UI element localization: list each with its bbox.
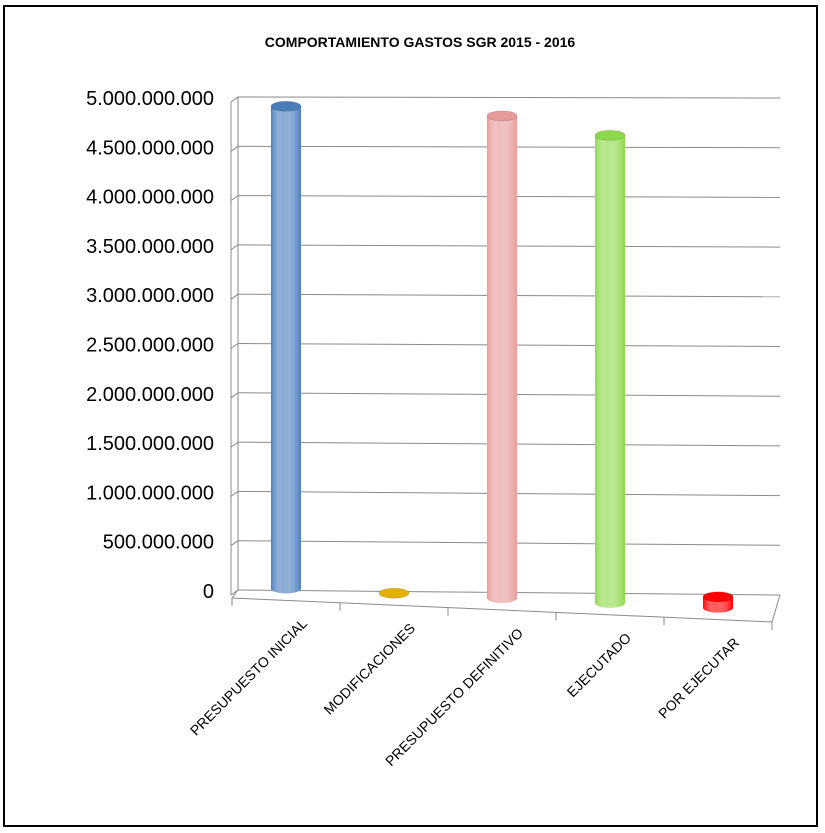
bar-modificaciones: [378, 587, 410, 599]
x-tick-label: PRESUPUESTO INICIAL: [187, 615, 311, 739]
side-wall-tick: [230, 195, 239, 202]
x-tick-label: MODIFICACIONES: [320, 620, 418, 718]
y-tick-label: 4.000.000.000: [86, 187, 214, 209]
x-axis-ticks: PRESUPUESTO INICIAL MODIFICACIONESPRESUPU…: [187, 615, 742, 769]
floor: [231, 589, 781, 623]
bar-top: [594, 129, 626, 141]
bars: [270, 100, 734, 613]
axes: [230, 97, 781, 630]
bar-top: [378, 587, 410, 599]
side-wall-tick: [230, 244, 239, 251]
y-tick-label: 500.000.000: [103, 532, 214, 554]
y-tick-label: 2.500.000.000: [86, 335, 214, 357]
bar-shading: [487, 115, 517, 603]
y-tick-label: 4.500.000.000: [86, 137, 214, 159]
x-tick-label: EJECUTADO: [564, 630, 635, 701]
chart-frame: [3, 5, 818, 827]
x-tick-label: PRESUPUESTO DEFINITIVO: [382, 625, 526, 769]
y-tick-label: 1.500.000.000: [86, 433, 214, 455]
bar-top: [486, 110, 518, 122]
y-axis-ticks: 0 500.000.000 1.000.000.000 1.500.000.000 2.…: [86, 88, 214, 603]
y-tick-label: 1.000.000.000: [86, 482, 214, 504]
bar-ejecutado: [594, 129, 626, 608]
bar-shading: [595, 135, 625, 608]
side-wall-tick: [230, 540, 239, 547]
bar-presupuesto-inicial: [270, 100, 302, 594]
x-tick-label: POR EJECUTAR: [655, 634, 742, 721]
side-wall-tick: [230, 96, 239, 103]
y-tick-label: 3.500.000.000: [86, 236, 214, 258]
bar-shading: [271, 106, 301, 594]
bar-top: [270, 100, 302, 112]
y-tick-label: 0: [203, 581, 214, 603]
side-wall-tick: [230, 392, 239, 399]
side-wall-tick: [230, 293, 239, 300]
bar-por-ejecutar: [702, 591, 734, 613]
bar-top: [702, 591, 734, 603]
side-wall-tick: [230, 145, 239, 152]
side-wall-tick: [230, 441, 239, 448]
side-wall-tick: [230, 343, 239, 349]
y-tick-label: 2.000.000.000: [86, 384, 214, 406]
chart-title: COMPORTAMIENTO GASTOS SGR 2015 - 2016: [265, 34, 576, 50]
y-tick-label: 3.000.000.000: [86, 285, 214, 307]
gridline: [237, 96, 781, 99]
y-tick-label: 5.000.000.000: [86, 88, 214, 110]
bar-presupuesto-definitivo: [486, 110, 518, 603]
side-wall-tick: [230, 490, 239, 497]
